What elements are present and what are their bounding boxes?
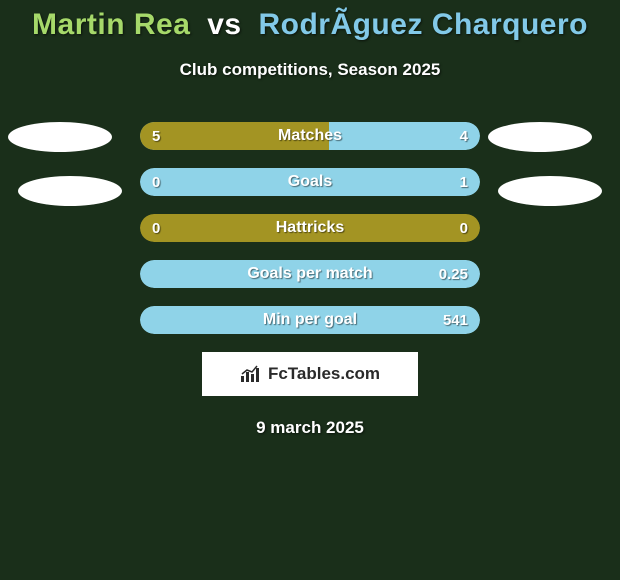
stat-label: Goals [140,168,480,196]
subtitle: Club competitions, Season 2025 [0,60,620,80]
fctables-logo[interactable]: FcTables.com [202,352,418,396]
stat-row-min-per-goal: 541Min per goal [140,306,480,334]
stat-label: Min per goal [140,306,480,334]
stat-row-goals: 01Goals [140,168,480,196]
date-text: 9 march 2025 [0,418,620,438]
stat-label: Goals per match [140,260,480,288]
stats-container: 54Matches 01Goals 00Hattricks 0.25Goals per… [140,122,480,334]
stat-row-matches: 54Matches [140,122,480,150]
vs-text: vs [207,8,241,41]
stat-label: Hattricks [140,214,480,242]
player1-name: Martin Rea [32,8,190,41]
decorative-ellipse [498,176,602,206]
logo-text: FcTables.com [268,364,380,384]
decorative-ellipse [18,176,122,206]
player2-name: RodrÃ­guez Charquero [258,8,588,41]
chart-icon [240,365,262,383]
decorative-ellipse [488,122,592,152]
comparison-title: Martin Rea vs RodrÃ­guez Charquero [0,0,620,42]
stat-label: Matches [140,122,480,150]
stat-row-goals-per-match: 0.25Goals per match [140,260,480,288]
decorative-ellipse [8,122,112,152]
stat-row-hattricks: 00Hattricks [140,214,480,242]
